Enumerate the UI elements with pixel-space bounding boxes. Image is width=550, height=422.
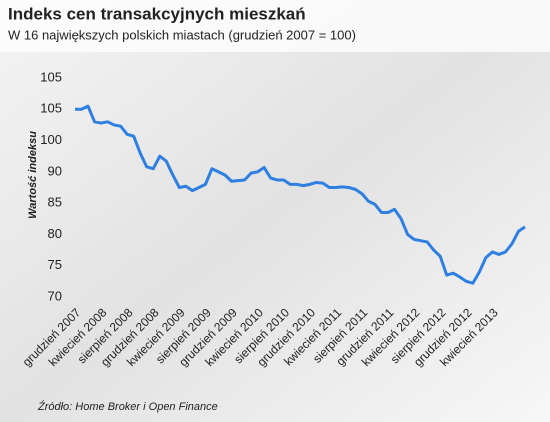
source: Źródło: Home Broker i Open Finance [37, 400, 218, 413]
header-band [0, 0, 550, 52]
y-tick-label: 70 [48, 288, 62, 303]
chart-title: Indeks cen transakcyjnych mieszkań [8, 4, 306, 23]
data-line [75, 104, 526, 285]
y-axis-label: Wartość indeksu [27, 131, 39, 219]
y-tick-label: 85 [48, 195, 62, 210]
y-tick-label: 80 [48, 226, 62, 241]
chart-subtitle: W 16 największych polskich miastach (gru… [8, 27, 356, 42]
y-tick-label: 105 [40, 69, 62, 84]
y-tick-label: 75 [48, 257, 62, 272]
y-tick-label: 90 [48, 163, 62, 178]
y-tick-label: 100 [40, 132, 62, 147]
y-tick-label: 105 [40, 101, 62, 116]
